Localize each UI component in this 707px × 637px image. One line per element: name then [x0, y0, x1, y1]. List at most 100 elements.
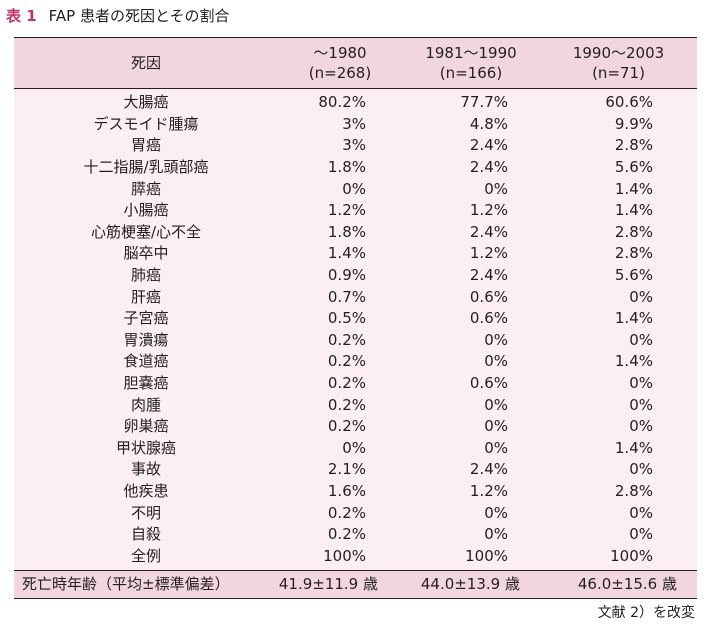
value-cell-period-1: 0.2%	[327, 417, 366, 436]
value-cell-period-1: 3%	[342, 114, 366, 133]
value-cell-period-2: 2.4%	[469, 266, 508, 285]
table-row: 胃潰瘍 0.2% 0% 0%	[14, 329, 697, 352]
table-caption: 表 1 FAP 患者の死因とその割合	[6, 6, 230, 26]
cause-cell: 甲状腺癌	[115, 438, 176, 457]
footer-value-period-2: 44.0±13.9 歳	[402, 570, 540, 600]
cause-cell: 胃癌	[130, 136, 161, 155]
cause-cell: 十二指腸/乳頭部癌	[83, 158, 209, 177]
cause-cell: 他疾患	[123, 481, 169, 500]
value-cell-period-2: 0%	[484, 395, 508, 414]
value-cell-period-1: 0.2%	[327, 525, 366, 544]
value-cell-period-1: 0%	[342, 438, 366, 457]
value-cell-period-3: 1.4%	[614, 201, 653, 220]
value-cell-period-3: 2.8%	[614, 244, 653, 263]
table-row: 胃癌 3% 2.4% 2.8%	[14, 135, 697, 157]
table-body: 大腸癌 80.2% 77.7% 60.6% デスモイド腫瘍 3% 4.8% 9.9% 胃癌 3% 2…	[14, 88, 697, 571]
cause-cell: 大腸癌	[123, 93, 169, 112]
source-note: 文献 2）を改変	[597, 605, 695, 621]
table-row: 小腸癌 1.2% 1.2% 1.4%	[14, 199, 697, 222]
table-row: 卵巣癌 0.2% 0% 0%	[14, 415, 697, 438]
cause-of-death-table: 死因 〜1980 (n=268) 1981〜1990 (n=166) 1990〜20…	[14, 37, 697, 600]
table-title: FAP 患者の死因とその割合	[48, 7, 230, 25]
value-cell-period-1: 0.2%	[327, 395, 366, 414]
column-header-period-3: 1990〜2003 (n=71)	[540, 37, 697, 89]
value-cell-period-2: 4.8%	[469, 114, 508, 133]
value-cell-period-3: 5.6%	[614, 266, 653, 285]
value-cell-period-2: 1.2%	[469, 201, 508, 220]
table-row: 心筋梗塞/心不全 1.8% 2.4% 2.8%	[14, 221, 697, 244]
cause-cell: 肉腫	[130, 395, 161, 414]
table-row: 子宮癌 0.5% 0.6% 1.4%	[14, 307, 697, 330]
value-cell-period-2: 0.6%	[469, 287, 508, 306]
value-cell-period-3: 0%	[629, 503, 653, 522]
column-header-period-2: 1981〜1990 (n=166)	[402, 37, 540, 89]
table-row: デスモイド腫瘍 3% 4.8% 9.9%	[14, 113, 697, 136]
table-row: 脳卒中 1.4% 1.2% 2.8%	[14, 243, 697, 265]
cause-cell: 肝癌	[130, 287, 161, 306]
table-number: 表 1	[6, 7, 37, 25]
cause-cell: デスモイド腫瘍	[93, 114, 199, 133]
value-cell-period-3: 1.4%	[614, 352, 653, 371]
value-cell-period-1: 1.6%	[327, 481, 366, 500]
table-wrapper: 死因 〜1980 (n=268) 1981〜1990 (n=166) 1990〜20…	[14, 37, 697, 600]
value-cell-period-2: 2.4%	[469, 460, 508, 479]
value-cell-period-3: 0%	[629, 460, 653, 479]
table-row: 大腸癌 80.2% 77.7% 60.6%	[14, 88, 697, 114]
value-cell-period-1: 0.2%	[327, 503, 366, 522]
value-cell-period-1: 3%	[342, 136, 366, 155]
cause-cell: 胃潰瘍	[123, 330, 169, 349]
value-cell-period-3: 9.9%	[614, 114, 653, 133]
value-cell-period-1: 2.1%	[327, 460, 366, 479]
table-row: 甲状腺癌 0% 0% 1.4%	[14, 437, 697, 460]
cause-cell: 事故	[130, 460, 161, 479]
header-row: 死因 〜1980 (n=268) 1981〜1990 (n=166) 1990〜20…	[14, 37, 697, 89]
cause-cell: 肺癌	[130, 266, 161, 285]
cause-cell: 自殺	[130, 525, 161, 544]
value-cell-period-2: 77.7%	[460, 93, 508, 112]
table-row: 他疾患 1.6% 1.2% 2.8%	[14, 480, 697, 503]
table-row: 不明 0.2% 0% 0%	[14, 502, 697, 524]
value-cell-period-2: 0%	[484, 503, 508, 522]
value-cell-period-3: 1.4%	[614, 438, 653, 457]
cause-cell: 膵癌	[130, 179, 161, 198]
footer-label: 死亡時年齢（平均±標準偏差）	[14, 570, 278, 600]
value-cell-period-1: 0.2%	[327, 330, 366, 349]
cause-cell: 小腸癌	[123, 201, 169, 220]
value-cell-period-1: 1.4%	[327, 244, 366, 263]
value-cell-period-3: 100%	[610, 546, 653, 565]
table-header: 死因 〜1980 (n=268) 1981〜1990 (n=166) 1990〜20…	[14, 37, 697, 89]
value-cell-period-3: 2.8%	[614, 136, 653, 155]
value-cell-period-1: 0.2%	[327, 352, 366, 371]
value-cell-period-1: 80.2%	[318, 93, 366, 112]
value-cell-period-1: 0.9%	[327, 266, 366, 285]
value-cell-period-3: 2.8%	[614, 481, 653, 500]
value-cell-period-1: 100%	[323, 546, 366, 565]
cause-cell: 胆嚢癌	[123, 374, 169, 393]
table-row: 肝癌 0.7% 0.6% 0%	[14, 286, 697, 308]
value-cell-period-3: 0%	[629, 287, 653, 306]
value-cell-period-2: 0%	[484, 417, 508, 436]
value-cell-period-3: 0%	[629, 330, 653, 349]
cause-cell: 卵巣癌	[123, 417, 169, 436]
cause-cell: 子宮癌	[123, 309, 169, 328]
value-cell-period-2: 0.6%	[469, 309, 508, 328]
table-row: 全例 100% 100% 100%	[14, 545, 697, 571]
value-cell-period-2: 0%	[484, 179, 508, 198]
column-header-period-1: 〜1980 (n=268)	[278, 37, 402, 89]
value-cell-period-2: 0%	[484, 352, 508, 371]
footer-value-period-3: 46.0±15.6 歳	[540, 570, 697, 600]
value-cell-period-3: 1.4%	[614, 179, 653, 198]
table-row: 十二指腸/乳頭部癌 1.8% 2.4% 5.6%	[14, 156, 697, 179]
value-cell-period-2: 0.6%	[469, 374, 508, 393]
cause-cell: 食道癌	[123, 352, 169, 371]
table-row: 胆嚢癌 0.2% 0.6% 0%	[14, 372, 697, 395]
table-row: 膵癌 0% 0% 1.4%	[14, 178, 697, 200]
value-cell-period-3: 60.6%	[605, 93, 653, 112]
value-cell-period-2: 2.4%	[469, 136, 508, 155]
value-cell-period-3: 5.6%	[614, 158, 653, 177]
value-cell-period-2: 100%	[465, 546, 508, 565]
value-cell-period-2: 1.2%	[469, 481, 508, 500]
cause-cell: 脳卒中	[123, 244, 169, 263]
value-cell-period-1: 0.7%	[327, 287, 366, 306]
value-cell-period-3: 0%	[629, 374, 653, 393]
